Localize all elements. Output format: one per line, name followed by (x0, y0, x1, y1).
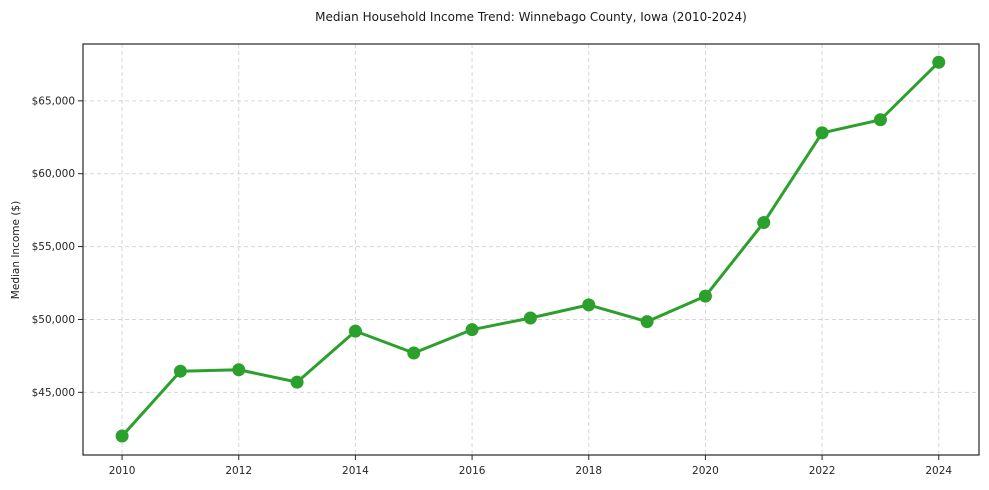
data-point-2015 (407, 346, 421, 360)
y-axis-label: Median Income ($) (10, 201, 22, 299)
data-point-2019 (640, 315, 654, 329)
x-tick-label: 2016 (459, 465, 486, 477)
data-point-2011 (173, 364, 187, 378)
y-tick-label: $65,000 (32, 95, 75, 107)
income-trend-line (120, 60, 941, 438)
x-tick-label: 2010 (109, 465, 136, 477)
data-point-2018 (582, 298, 596, 312)
x-tick-label: 2018 (575, 465, 602, 477)
data-point-2017 (523, 311, 537, 325)
data-point-2020 (698, 289, 712, 303)
data-point-2021 (757, 216, 771, 230)
x-tick-label: 2012 (225, 465, 252, 477)
y-tick-label: $50,000 (32, 314, 75, 326)
data-point-2014 (348, 324, 362, 338)
plot-area: $45,000 $50,000 $55,000 $60,000 $65,000 2010 2… (32, 43, 980, 477)
x-tick-label: 2020 (692, 465, 719, 477)
data-point-2023 (873, 113, 887, 127)
data-point-2013 (290, 375, 304, 389)
data-point-2010 (115, 429, 129, 443)
data-point-2016 (465, 323, 479, 337)
y-tick-label: $60,000 (32, 168, 75, 180)
x-tick-label: 2014 (342, 465, 369, 477)
axes-frame (82, 43, 980, 456)
y-tick-label: $55,000 (32, 241, 75, 253)
data-point-2022 (815, 126, 829, 140)
x-tick-label: 2022 (809, 465, 836, 477)
y-tick-label: $45,000 (32, 387, 75, 399)
data-point-2012 (232, 363, 246, 377)
chart-title: Median Household Income Trend: Winnebago… (315, 10, 747, 24)
data-point-2024 (932, 55, 946, 69)
x-tick-label: 2024 (925, 465, 952, 477)
